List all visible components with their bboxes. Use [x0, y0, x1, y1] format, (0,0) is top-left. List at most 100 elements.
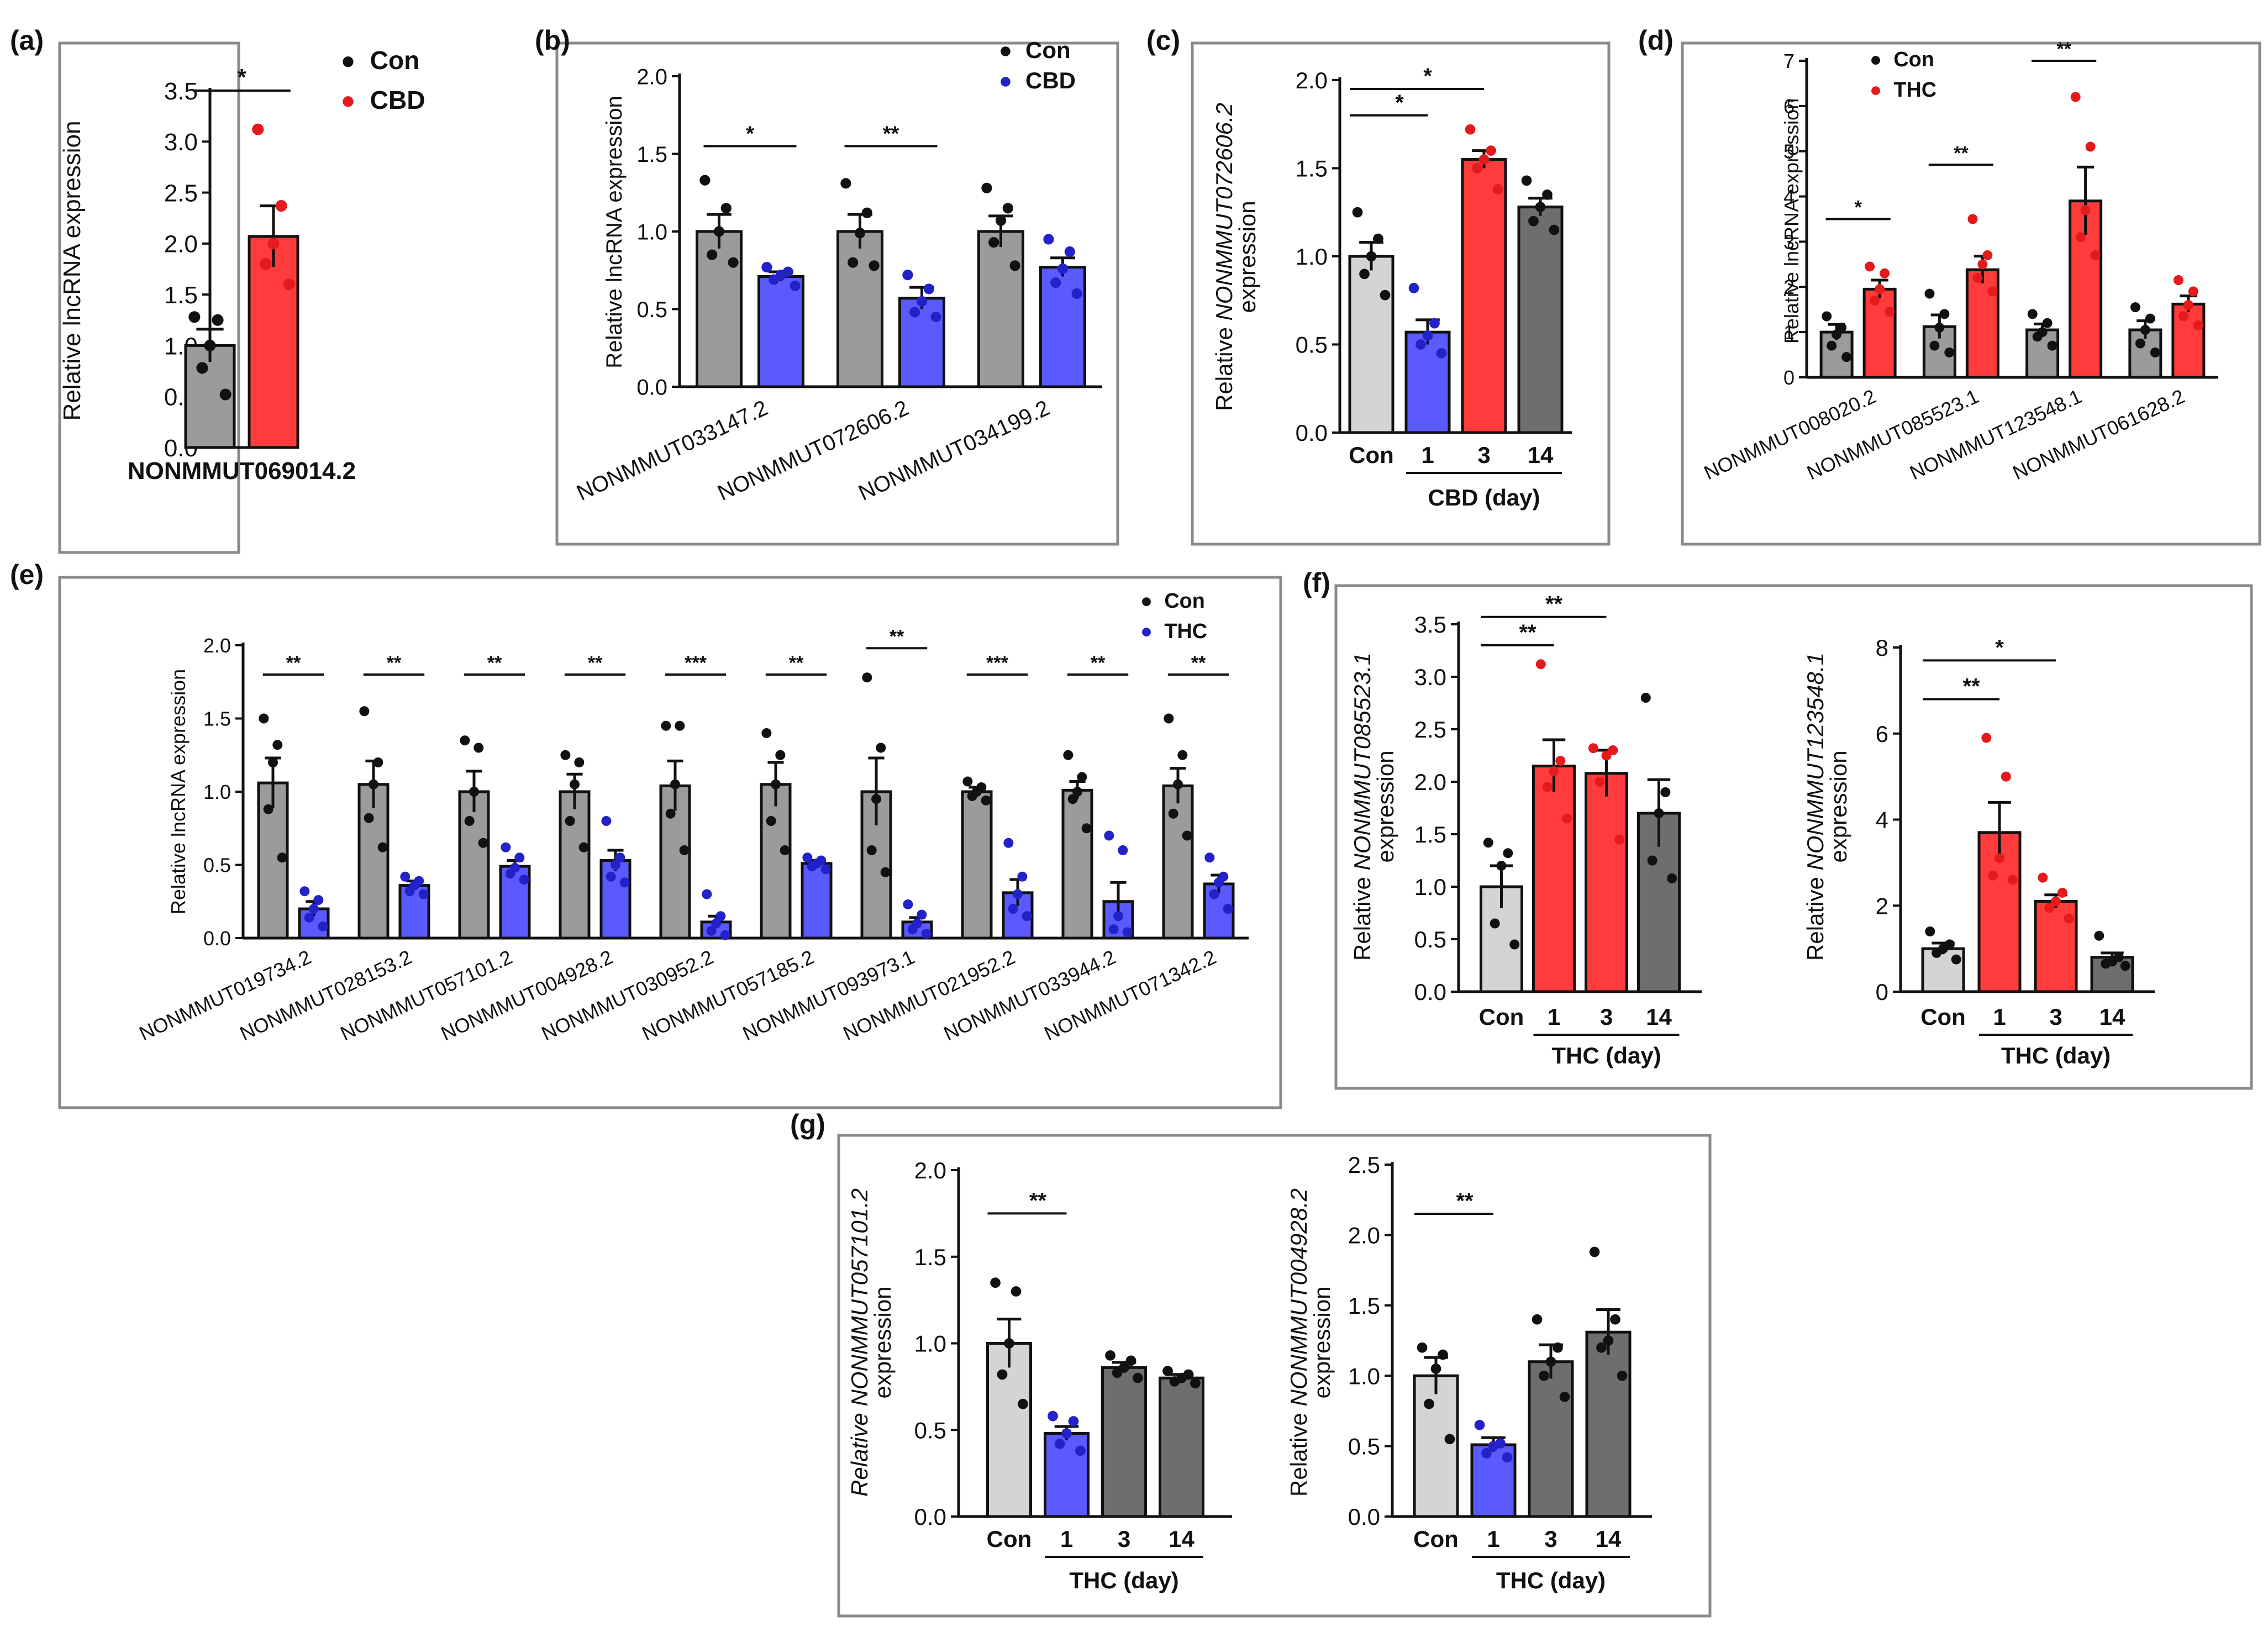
data-point — [1424, 1398, 1434, 1409]
data-point — [679, 845, 690, 855]
x-axis-title: THC (day) — [1496, 1567, 1606, 1593]
panel-frame — [58, 576, 1282, 1109]
data-point — [1380, 289, 1391, 301]
data-point — [1880, 268, 1890, 278]
y-axis-gene: Relative NONMMUT057101.2 — [846, 1188, 872, 1497]
y-tick-label: 8 — [1876, 635, 1888, 661]
data-point — [1542, 189, 1553, 200]
bar-Con-Con — [986, 1342, 1032, 1518]
data-point — [272, 740, 283, 750]
y-tick-label: 1.0 — [636, 220, 667, 244]
y-axis-title-line2: expression — [1372, 750, 1398, 862]
bar-Con-Con — [1413, 1374, 1459, 1518]
data-point — [578, 842, 589, 852]
y-tick-label: 1.0 — [914, 1331, 946, 1357]
x-category-label: 14 — [1646, 1004, 1672, 1030]
y-tick-label: 0 — [1876, 979, 1888, 1005]
data-point — [570, 779, 580, 789]
data-point — [713, 226, 725, 237]
data-point — [268, 757, 278, 767]
significance-label: * — [237, 64, 246, 90]
data-point — [1967, 214, 1978, 224]
x-category-label: Con — [1479, 1004, 1524, 1030]
x-category-label: 3 — [1118, 1526, 1130, 1552]
data-point — [1408, 283, 1419, 293]
data-point — [1589, 1246, 1600, 1257]
data-point — [519, 875, 529, 885]
data-point — [1885, 307, 1895, 317]
data-point — [2038, 872, 2048, 883]
data-point — [1528, 215, 1539, 227]
data-point — [1995, 853, 2004, 864]
bar-NONMMUT072606.2-Con — [836, 230, 883, 388]
y-tick-label: 3 — [1783, 230, 1795, 253]
data-point — [1438, 1349, 1448, 1360]
data-point — [1555, 756, 1566, 766]
bar-NONMMUT123548.1-Con — [2025, 328, 2060, 379]
x-category-label: Con — [1349, 442, 1394, 468]
data-point — [1366, 251, 1377, 262]
data-point — [318, 921, 328, 931]
bar-NONMMUT057101.2-Con — [458, 790, 490, 940]
data-point — [715, 911, 726, 922]
panel-g: (g) 0.0 0.5 1.0 1.5 2.0 Relative NONMMUT057101… — [790, 1109, 1712, 1618]
data-point — [2051, 896, 2061, 907]
data-point — [1118, 845, 1128, 855]
data-point — [313, 895, 324, 906]
significance-label: * — [1423, 64, 1432, 88]
y-axis-label: Relative lncRNA expression — [602, 96, 627, 368]
bar-3-3 — [1101, 1366, 1147, 1518]
data-point — [1017, 871, 1028, 882]
data-point — [1596, 1342, 1607, 1353]
data-point — [1614, 834, 1625, 845]
data-point — [2090, 250, 2101, 260]
data-point — [1617, 1370, 1628, 1381]
bar-NONMMUT004928.2-Con — [559, 790, 591, 940]
data-point — [309, 904, 319, 914]
data-point — [469, 787, 479, 797]
data-point — [2135, 338, 2145, 349]
significance-label: ** — [1962, 674, 1980, 698]
data-point — [2001, 771, 2011, 782]
y-tick-label: 4 — [1876, 807, 1888, 833]
data-point — [1009, 260, 1020, 271]
data-point — [1601, 750, 1612, 761]
data-point — [1924, 288, 1935, 299]
data-point — [1223, 904, 1233, 914]
data-point — [464, 816, 475, 826]
significance-label: ** — [1545, 592, 1563, 617]
y-tick-label: 2.0 — [164, 231, 198, 258]
data-point — [1535, 202, 1546, 213]
x-category-label: 1 — [1060, 1526, 1073, 1552]
data-point — [1827, 340, 1837, 351]
data-point — [1553, 1342, 1563, 1353]
data-point — [2007, 875, 2018, 885]
data-point — [903, 899, 913, 910]
data-point — [263, 804, 273, 814]
y-axis-label: Relative lncRNA expression — [167, 669, 190, 914]
data-point — [1929, 340, 1940, 351]
x-category-label: 3 — [1477, 442, 1490, 468]
data-point — [1002, 203, 1013, 214]
data-point — [1549, 224, 1560, 235]
data-point — [1951, 954, 1961, 965]
panel-frame — [58, 41, 240, 554]
y-tick-label: 1.5 — [636, 143, 667, 167]
data-point — [1654, 808, 1664, 818]
x-category-label: 3 — [2049, 1004, 2062, 1030]
y-axis-title-line2: expression — [870, 1286, 896, 1398]
bar-Con-Con — [1348, 255, 1395, 434]
data-point — [2178, 311, 2188, 322]
significance-label: ** — [387, 652, 402, 673]
panel-e: (e) 0.0 0.5 1.0 1.5 2.0 Relative lncRNA expres… — [10, 559, 1282, 1109]
data-point — [1068, 1416, 1079, 1426]
data-point — [869, 260, 880, 271]
data-point — [902, 270, 913, 281]
data-point — [1108, 924, 1119, 935]
bar-NONMMUT028153.2-Con — [357, 783, 390, 940]
data-point — [1133, 1372, 1143, 1383]
x-category-label: NONMMUT057185.2 — [639, 945, 818, 1045]
bar-3-3 — [1528, 1360, 1574, 1518]
